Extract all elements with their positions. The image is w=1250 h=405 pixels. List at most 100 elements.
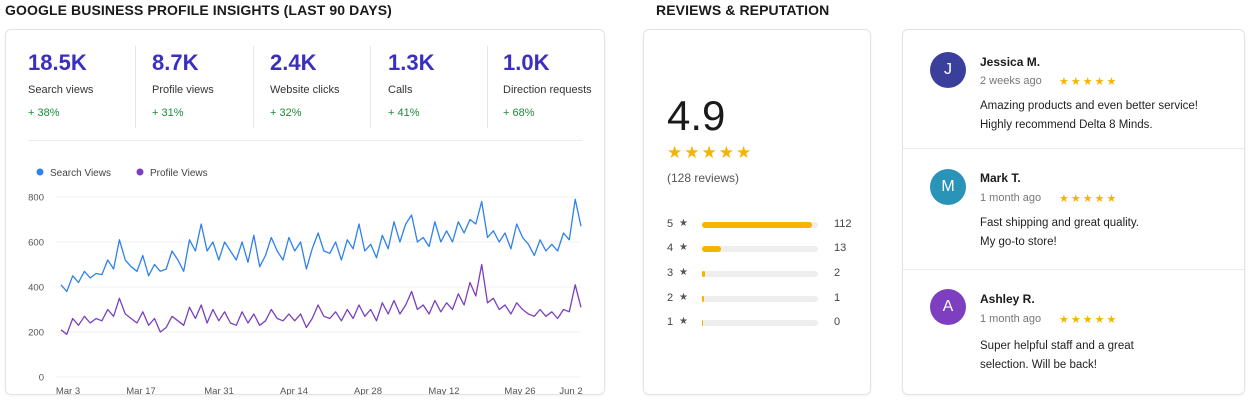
x-tick-label: Mar 3 xyxy=(56,386,80,395)
review-text-line: Highly recommend Delta 8 Minds. xyxy=(980,119,1153,131)
rating-stars: ★★★★★ xyxy=(667,143,754,162)
y-tick-label: 400 xyxy=(28,283,44,294)
x-tick-label: Jun 2 xyxy=(559,386,582,395)
metric-search-views: 18.5K Search views + 38% xyxy=(28,44,128,138)
x-tick-label: May 12 xyxy=(428,386,459,395)
metric-divider xyxy=(253,46,254,128)
dist-count: 13 xyxy=(834,242,847,254)
divider xyxy=(903,269,1244,270)
series-line xyxy=(60,263,582,335)
metric-direction-requests: 1.0K Direction requests + 68% xyxy=(503,44,603,138)
metric-delta: + 31% xyxy=(152,107,184,119)
metric-delta: + 38% xyxy=(28,107,60,119)
review-text-line: Amazing products and even better service… xyxy=(980,100,1198,112)
metric-website-clicks: 2.4K Website clicks + 32% xyxy=(270,44,370,138)
metric-divider xyxy=(370,46,371,128)
x-tick-label: Apr 28 xyxy=(354,386,382,395)
star-icon: ★ xyxy=(679,218,688,229)
dist-bar-fill xyxy=(702,222,813,228)
metric-value: 1.0K xyxy=(503,50,550,75)
metric-label: Direction requests xyxy=(503,84,592,96)
reviewer-name: Mark T. xyxy=(980,171,1021,185)
dist-stars-label: 3 xyxy=(667,267,674,279)
average-rating: 4.9 xyxy=(667,92,726,139)
dist-count: 2 xyxy=(834,267,841,279)
metric-label: Search views xyxy=(28,84,94,96)
legend-label: Profile Views xyxy=(150,168,208,179)
metric-delta: + 32% xyxy=(270,107,302,119)
legend-label: Search Views xyxy=(50,168,111,179)
star-icon: ★ xyxy=(679,267,688,278)
rating-distribution-row: 4 ★ 13 xyxy=(667,241,867,257)
y-tick-label: 600 xyxy=(28,238,44,249)
rating-distribution-row: 3 ★ 2 xyxy=(667,266,867,282)
dist-bar-track xyxy=(702,320,818,326)
divider xyxy=(903,148,1244,149)
divider xyxy=(28,140,582,141)
avatar: J xyxy=(930,52,966,88)
rating-summary-card: 4.9 ★★★★★ (128 reviews) 5 ★ 112 4 ★ 13 3… xyxy=(643,29,871,395)
dist-count: 112 xyxy=(834,218,852,230)
metric-divider xyxy=(487,46,488,128)
metric-value: 8.7K xyxy=(152,50,199,75)
review-text-line: Fast shipping and great quality. xyxy=(980,217,1139,229)
metric-label: Calls xyxy=(388,84,413,96)
x-tick-label: May 26 xyxy=(504,386,535,395)
dist-stars-label: 4 xyxy=(667,242,674,254)
x-tick-label: Mar 17 xyxy=(126,386,156,395)
rating-distribution-row: 2 ★ 1 xyxy=(667,291,867,307)
dist-stars-label: 5 xyxy=(667,218,674,230)
dist-count: 0 xyxy=(834,316,841,328)
dist-count: 1 xyxy=(834,292,841,304)
review-stars: ★★★★★ xyxy=(1059,76,1119,88)
metric-delta: + 68% xyxy=(503,107,535,119)
reviewer-name: Jessica M. xyxy=(980,55,1041,69)
metric-divider xyxy=(135,46,136,128)
review-stars: ★★★★★ xyxy=(1059,193,1119,205)
review-text-line: selection. Will be back! xyxy=(980,359,1097,371)
rating-distribution-row: 5 ★ 112 xyxy=(667,217,867,233)
reviewer-name: Ashley R. xyxy=(980,292,1035,306)
metric-value: 18.5K xyxy=(28,50,87,75)
dist-bar-track xyxy=(702,222,818,228)
star-icon: ★ xyxy=(679,292,688,303)
views-line-chart: Search Views Profile Views 0 200 400 600 800 Ma… xyxy=(28,168,582,395)
dist-bar-fill xyxy=(702,296,704,302)
star-icon: ★ xyxy=(679,242,688,253)
review-text-line: Super helpful staff and a great xyxy=(980,340,1134,352)
avatar: A xyxy=(930,289,966,325)
star-icon: ★ xyxy=(679,316,688,327)
review-text-line: My go-to store! xyxy=(980,236,1057,248)
x-tick-label: Apr 14 xyxy=(280,386,308,395)
insights-card: 18.5K Search views + 38% 8.7K Profile vi… xyxy=(5,29,605,395)
review-stars: ★★★★★ xyxy=(1059,314,1119,326)
dist-bar-track xyxy=(702,246,818,252)
dist-stars-label: 1 xyxy=(667,316,674,328)
legend-marker xyxy=(36,168,44,176)
review-date: 2 weeks ago xyxy=(980,75,1042,87)
dist-stars-label: 2 xyxy=(667,292,674,304)
dist-bar-fill xyxy=(702,246,721,252)
metric-value: 1.3K xyxy=(388,50,435,75)
metric-delta: + 41% xyxy=(388,107,420,119)
reviews-card: J Jessica M. 2 weeks ago ★★★★★ Amazing p… xyxy=(902,29,1245,395)
dist-bar-track xyxy=(702,296,818,302)
metric-calls: 1.3K Calls + 41% xyxy=(388,44,488,138)
review-date: 1 month ago xyxy=(980,192,1042,204)
y-tick-label: 800 xyxy=(28,193,44,204)
y-tick-label: 0 xyxy=(39,373,44,384)
avatar: M xyxy=(930,169,966,205)
rating-distribution-row: 1 ★ 0 xyxy=(667,315,867,331)
y-tick-label: 200 xyxy=(28,328,44,339)
dist-bar-track xyxy=(702,271,818,277)
review-count: (128 reviews) xyxy=(667,171,740,185)
legend-marker xyxy=(136,168,144,176)
dist-bar-fill xyxy=(702,271,706,277)
x-tick-label: Mar 31 xyxy=(204,386,234,395)
review-date: 1 month ago xyxy=(980,313,1042,325)
reputation-section-title: REVIEWS & REPUTATION xyxy=(656,2,830,18)
metric-label: Website clicks xyxy=(270,84,340,96)
metric-label: Profile views xyxy=(152,84,214,96)
metric-profile-views: 8.7K Profile views + 31% xyxy=(152,44,252,138)
insights-section-title: GOOGLE BUSINESS PROFILE INSIGHTS (LAST 9… xyxy=(5,2,392,18)
